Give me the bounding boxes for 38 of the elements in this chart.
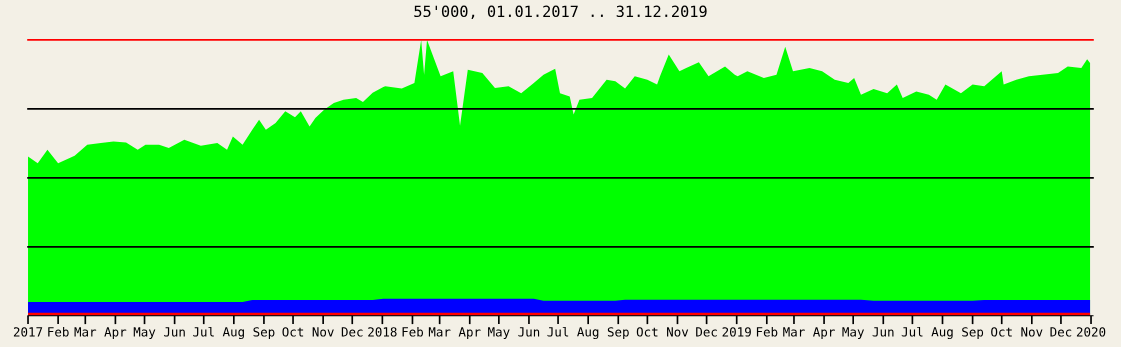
x-tick-label: Aug (931, 327, 953, 340)
x-tick-label: Aug (577, 327, 599, 340)
x-tick-label: Mar (783, 327, 805, 337)
x-tick-label: Dec (341, 327, 363, 337)
x-tick-label: Jun (872, 327, 894, 337)
x-tick-label: Nov (1021, 327, 1043, 337)
x-tick-label: May (133, 327, 156, 340)
x-tick-label: Jun (163, 327, 185, 337)
x-tick-label: Oct (282, 327, 304, 337)
x-tick-label: Apr (813, 327, 835, 340)
x-tick-label: Jun (518, 327, 540, 337)
x-tick-label: Feb (402, 326, 424, 337)
x-tick-label: Dec (1050, 327, 1072, 337)
x-tick-label: Jul (547, 326, 569, 337)
x-tick-label: 2020 (1076, 327, 1106, 337)
x-tick-label: Sep (962, 327, 984, 340)
x-tick-label: Sep (253, 327, 275, 340)
chart-title: 55'000, 01.01.2017 .. 31.12.2019 (414, 5, 707, 20)
x-tick-label: Feb (48, 326, 69, 337)
x-tick-label: Apr (104, 327, 127, 340)
x-tick-label: Aug (222, 327, 244, 340)
x-tick-label: May (488, 327, 510, 340)
x-tick-label: May (842, 327, 864, 340)
x-tick-label: Nov (312, 327, 334, 337)
x-tick-label: Jul (901, 326, 923, 337)
x-tick-label: 2019 (722, 327, 751, 337)
x-tick-label: Apr (458, 327, 481, 340)
x-tick-label: Jul (193, 326, 214, 337)
x-tick-label: Feb (756, 326, 778, 337)
x-tick-label: Oct (991, 327, 1012, 337)
x-tick-label: Sep (607, 327, 629, 340)
x-tick-label: Oct (636, 327, 658, 337)
x-tick-label: Mar (428, 327, 451, 337)
x-tick-label: Dec (696, 327, 717, 337)
x-tick-label: Nov (667, 327, 689, 337)
x-tick-label: 2017 (13, 327, 43, 337)
x-tick-label: 2018 (368, 327, 397, 337)
x-tick-label: Mar (74, 327, 97, 337)
